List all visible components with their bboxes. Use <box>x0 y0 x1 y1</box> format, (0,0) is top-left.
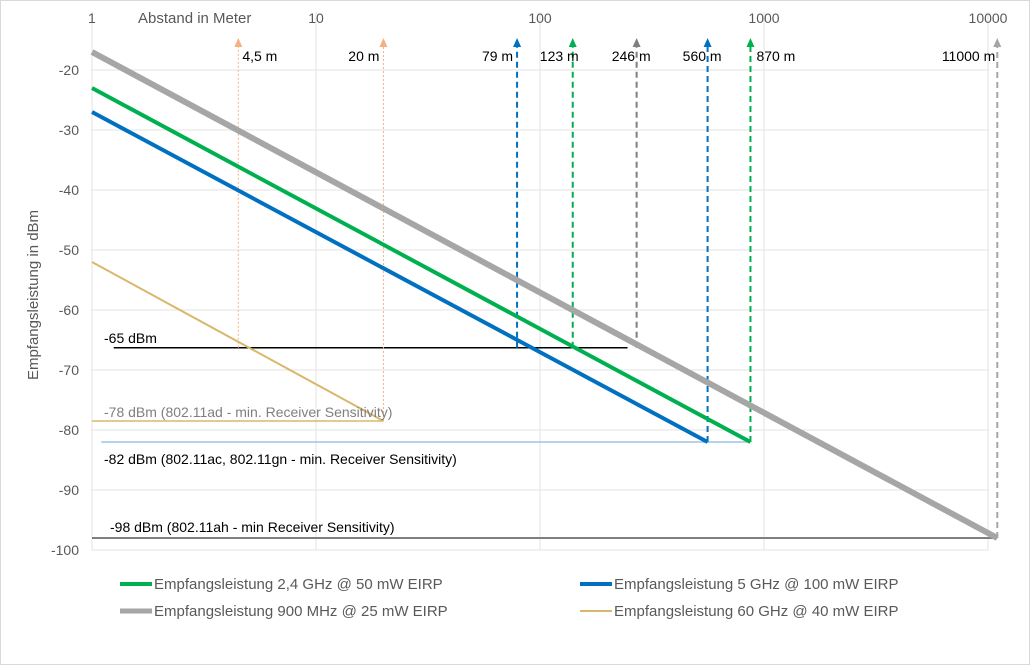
distance-marker-label: 560 m <box>683 48 722 64</box>
distance-marker-arrowhead <box>379 38 388 47</box>
legend: Empfangsleistung 2,4 GHz @ 50 mW EIRP Emp… <box>120 576 899 620</box>
y-tick-label: -20 <box>59 62 79 78</box>
grid-lines <box>91 12 989 551</box>
threshold-label: -65 dBm <box>104 330 157 346</box>
series-line <box>90 49 999 541</box>
distance-marker-label: 4,5 m <box>242 48 277 64</box>
y-tick-label: -70 <box>59 362 79 378</box>
threshold-label: -78 dBm (802.11ad - min. Receiver Sensit… <box>104 404 392 420</box>
x-tick-label: 1000 <box>748 10 779 26</box>
y-tick-label: -40 <box>59 182 79 198</box>
y-tick-label: -90 <box>59 482 79 498</box>
y-tick-label: -80 <box>59 422 79 438</box>
threshold-label: -82 dBm (802.11ac, 802.11gn - min. Recei… <box>104 451 457 467</box>
distance-markers <box>234 38 1002 538</box>
legend-label: Empfangsleistung 900 MHz @ 25 mW EIRP <box>154 603 448 620</box>
distance-marker-arrowhead <box>632 38 641 47</box>
distance-marker-arrowhead <box>234 38 243 47</box>
distance-marker-arrowhead <box>568 38 577 47</box>
y-axis-title: Empfangsleistung in dBm <box>25 210 42 380</box>
legend-label: Empfangsleistung 2,4 GHz @ 50 mW EIRP <box>154 576 443 593</box>
legend-label: Empfangsleistung 60 GHz @ 40 mW EIRP <box>614 603 899 620</box>
legend-label: Empfangsleistung 5 GHz @ 100 mW EIRP <box>614 576 899 593</box>
distance-marker-label: 11000 m <box>942 48 995 64</box>
distance-marker-label: 20 m <box>348 48 379 64</box>
series-line <box>91 86 752 444</box>
distance-marker-arrowhead <box>703 38 712 47</box>
x-tick-label: 10 <box>308 10 324 26</box>
chart-labels: 1 10 100 1000 10000 Abstand in Meter -20 -30 -40… <box>25 10 1008 558</box>
distance-marker-arrowhead <box>993 38 1002 47</box>
x-tick-label: 100 <box>528 10 552 26</box>
distance-marker-label: 79 m <box>482 48 513 64</box>
series-line <box>91 261 384 422</box>
y-tick-label: -60 <box>59 302 79 318</box>
y-tick-label: -30 <box>59 122 79 138</box>
distance-marker-label: 123 m <box>540 48 579 64</box>
y-tick-label: -50 <box>59 242 79 258</box>
threshold-lines <box>92 347 998 539</box>
distance-marker-arrowhead <box>513 38 522 47</box>
distance-marker-arrowhead <box>746 38 755 47</box>
y-tick-label: -100 <box>51 542 79 558</box>
x-tick-label: 1 <box>88 10 96 26</box>
threshold-label: -98 dBm (802.11ah - min Receiver Sensiti… <box>110 519 395 535</box>
distance-marker-label: 246 m <box>612 48 651 64</box>
x-axis-title: Abstand in Meter <box>138 10 251 27</box>
distance-marker-label: 870 m <box>756 48 795 64</box>
series-lines <box>90 49 999 541</box>
series-line <box>91 110 709 444</box>
x-tick-label: 10000 <box>969 10 1008 26</box>
